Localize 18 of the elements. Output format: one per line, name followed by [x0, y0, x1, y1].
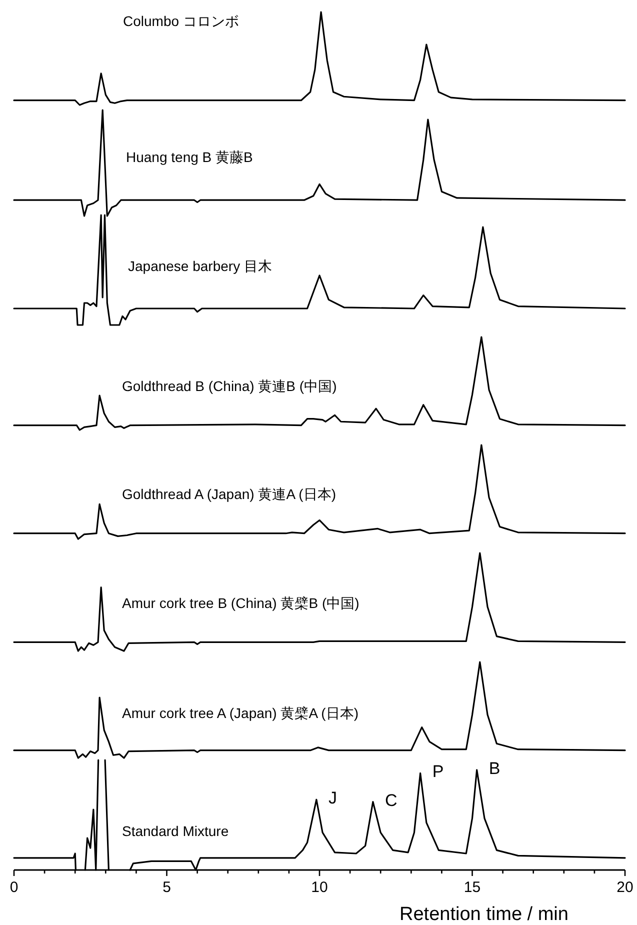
series-label: Japanese barbery 目木: [128, 258, 272, 274]
series-label: Amur cork tree B (China) 黄檗B (中国): [122, 595, 360, 611]
x-tick-label: 15: [464, 879, 481, 896]
annotation: P: [432, 762, 444, 782]
x-tick-label: 5: [162, 879, 171, 896]
x-tick-label: 10: [311, 879, 328, 896]
x-tick-label: 20: [616, 879, 634, 896]
series-label: Goldthread A (Japan) 黄連A (日本): [122, 486, 336, 502]
series-label: Huang teng B 黄藤B: [126, 149, 253, 165]
series-label: Goldthread B (China) 黄連B (中国): [122, 378, 337, 394]
annotation: J: [328, 788, 337, 808]
annotation: C: [384, 790, 398, 810]
x-tick-label: 0: [10, 879, 18, 896]
text: Columbo コロンボ: [123, 13, 239, 29]
series-label: Standard Mixture: [122, 823, 229, 839]
series-label: Amur cork tree A (Japan) 黄檗A (日本): [122, 705, 359, 721]
annotation: B: [488, 758, 500, 778]
x-axis-title: Retention time / min: [400, 904, 568, 925]
